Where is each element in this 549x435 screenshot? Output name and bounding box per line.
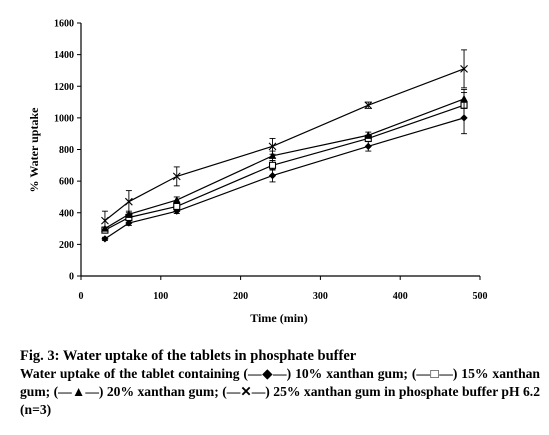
line-chart: 0 200 400 600 800 1000 1200 1400 1600 0 100 200 300 4… — [27, 19, 488, 326]
y-tick-label: 1000 — [54, 113, 74, 124]
y-tick-label: 200 — [59, 240, 74, 251]
x-tick-label: 400 — [393, 291, 408, 302]
cross-marker-stroke — [364, 101, 373, 110]
cross-marker-stroke — [268, 142, 277, 151]
cross-marker-stroke — [172, 172, 181, 181]
figure-caption: Fig. 3: Water uptake of the tablets in p… — [20, 347, 540, 419]
diamond-marker — [101, 235, 109, 243]
series-2 — [101, 92, 468, 234]
cross-marker-stroke — [124, 197, 133, 206]
series-4 — [101, 49, 468, 231]
y-tick-label: 1200 — [54, 82, 74, 93]
chart-series — [101, 49, 468, 243]
y-tick-label: 400 — [59, 208, 74, 219]
y-tick-label: 0 — [69, 272, 74, 283]
diamond-marker — [268, 171, 277, 180]
cross-marker-stroke — [460, 64, 468, 73]
chart-axes: 0 200 400 600 800 1000 1200 1400 1600 0 100 200 300 4… — [54, 19, 488, 303]
caption-body: Water uptake of the tablet containing (—… — [20, 366, 540, 417]
x-axis-title: Time (min) — [250, 311, 307, 325]
triangle-marker — [364, 131, 373, 139]
x-tick-label: 300 — [313, 291, 328, 302]
y-tick-label: 600 — [59, 177, 74, 188]
series-line — [104, 68, 465, 222]
x-tick-label: 500 — [473, 291, 488, 302]
triangle-marker — [268, 151, 277, 159]
triangle-marker — [172, 196, 181, 204]
caption-title: Fig. 3: Water uptake of the tablets in p… — [20, 348, 357, 364]
series-line — [104, 117, 465, 240]
y-tick-label: 1400 — [54, 50, 74, 61]
y-tick-label: 1600 — [54, 19, 74, 30]
x-tick-label: 200 — [233, 291, 248, 302]
triangle-marker — [460, 94, 468, 102]
series-line — [104, 98, 465, 230]
y-tick-label: 800 — [59, 145, 74, 156]
cross-marker-stroke — [101, 216, 109, 225]
series-line — [104, 104, 465, 231]
x-tick-label: 0 — [79, 291, 84, 302]
diamond-marker — [364, 142, 372, 150]
square-marker — [173, 202, 181, 210]
square-marker — [268, 161, 277, 169]
triangle-marker — [125, 210, 133, 218]
series-3 — [101, 88, 468, 232]
chart-figure: 0 200 400 600 800 1000 1200 1400 1600 0 100 200 300 4… — [27, 19, 488, 326]
y-axis-title: % Water uptake — [27, 107, 41, 193]
x-tick-label: 100 — [153, 291, 168, 302]
diamond-marker — [125, 219, 133, 227]
